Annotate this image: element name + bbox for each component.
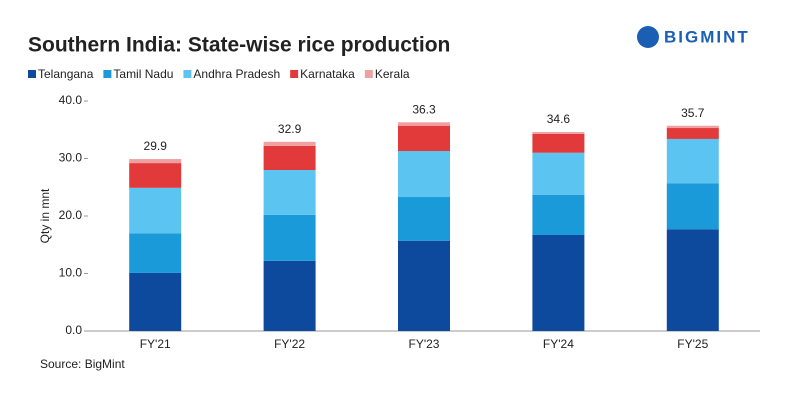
bar-segment xyxy=(666,125,719,129)
bar-segment xyxy=(263,260,316,331)
x-tick-label: FY'22 xyxy=(274,337,305,351)
bar-segment xyxy=(263,170,316,215)
bar-segment xyxy=(666,138,719,184)
x-tick-label: FY'21 xyxy=(140,337,171,351)
bar-segment xyxy=(398,122,450,126)
legend-label: Tamil Nadu xyxy=(113,67,173,81)
legend-label: Karnataka xyxy=(300,67,355,81)
y-axis-label: Qty in mnt xyxy=(38,188,52,243)
bar-segment xyxy=(666,183,719,230)
bar-segment xyxy=(532,132,585,134)
legend-label: Andhra Pradesh xyxy=(193,67,280,81)
bar-segment xyxy=(532,234,585,331)
bar-segment xyxy=(129,272,182,331)
logo-icon xyxy=(637,26,659,48)
bar-segment xyxy=(398,125,450,152)
legend-swatch xyxy=(103,70,112,78)
x-tick-label: FY'23 xyxy=(409,337,440,351)
total-label: 32.9 xyxy=(278,122,302,136)
brand-name: BIGMINT xyxy=(664,27,750,46)
legend-label: Telangana xyxy=(38,67,94,81)
bar-segment xyxy=(666,229,719,331)
bar-segment xyxy=(129,159,182,164)
bar-segment xyxy=(532,152,585,195)
y-tick-label: 40.0 xyxy=(59,93,83,107)
x-tick-label: FY'25 xyxy=(677,337,708,351)
bar-segment xyxy=(263,145,316,170)
brand-logo: BIGMINT xyxy=(637,26,750,48)
y-tick-label: 0.0 xyxy=(65,323,82,337)
chart-title: Southern India: State-wise rice producti… xyxy=(28,34,450,57)
legend-swatch xyxy=(183,70,192,78)
total-label: 34.6 xyxy=(547,112,571,126)
legend-swatch xyxy=(28,70,36,78)
bar-segment xyxy=(532,133,585,153)
total-label: 36.3 xyxy=(412,102,436,116)
total-label: 35.7 xyxy=(681,106,705,120)
y-tick-label: 10.0 xyxy=(59,266,83,280)
y-tick-label: 30.0 xyxy=(59,151,83,165)
legend-label: Kerala xyxy=(375,67,410,81)
x-tick-label: FY'24 xyxy=(543,337,574,351)
bar-segment xyxy=(398,151,450,198)
bar-segment xyxy=(532,194,585,235)
bar-segment xyxy=(398,197,450,241)
bar-segment xyxy=(666,128,719,139)
source: Source: BigMint xyxy=(40,357,125,371)
legend-swatch xyxy=(290,70,299,78)
bar-segment xyxy=(129,187,182,234)
bar-segment xyxy=(129,163,182,188)
bar-segment xyxy=(129,233,182,273)
bar-segment xyxy=(398,240,450,331)
total-label: 29.9 xyxy=(144,139,168,153)
bar-segment xyxy=(263,141,316,146)
y-tick-label: 20.0 xyxy=(59,208,83,222)
legend-swatch xyxy=(364,70,373,78)
bar-segment xyxy=(263,214,316,261)
